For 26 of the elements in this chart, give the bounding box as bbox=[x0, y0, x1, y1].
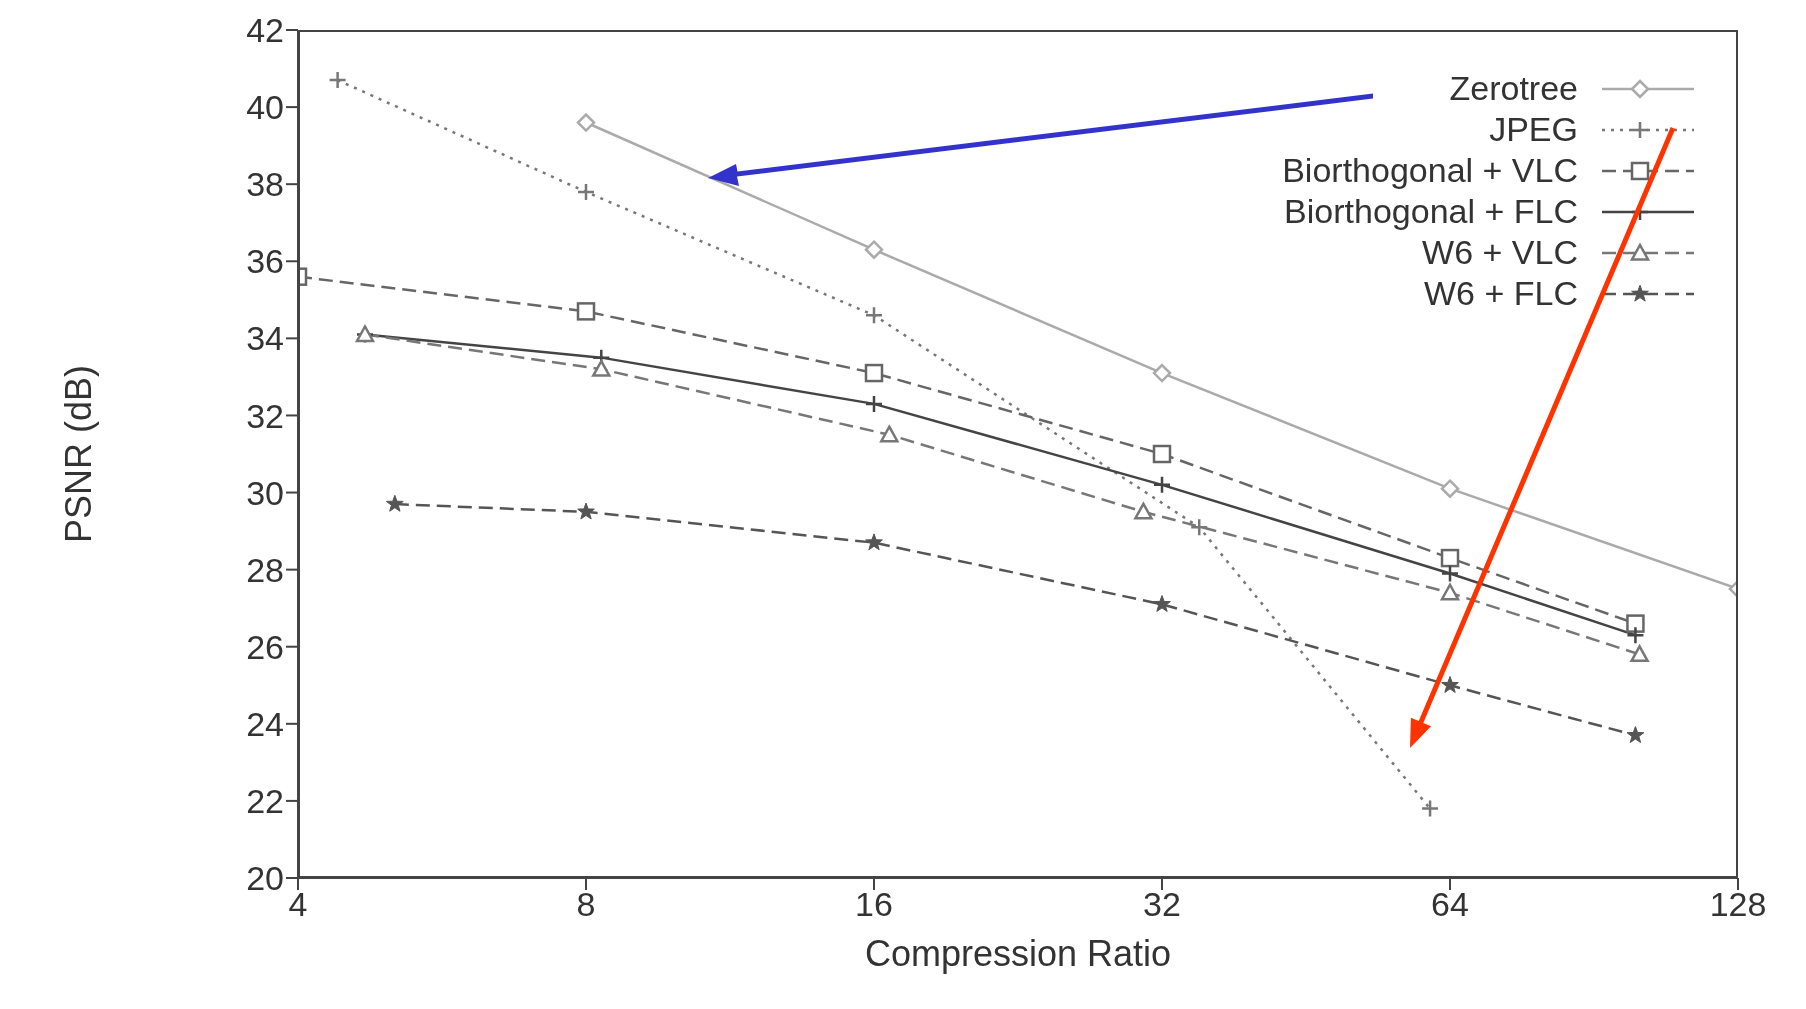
y-tick-label: 32 bbox=[246, 396, 284, 435]
y-tick-label: 28 bbox=[246, 550, 284, 589]
x-tick-label: 8 bbox=[576, 885, 596, 924]
y-tick-label: 36 bbox=[246, 242, 284, 281]
x-tick-label: 32 bbox=[1143, 885, 1181, 924]
y-tick-label: 40 bbox=[246, 88, 284, 127]
legend-label: JPEG bbox=[1489, 110, 1578, 149]
x-tick-label: 64 bbox=[1431, 885, 1469, 924]
y-tick-label: 22 bbox=[246, 781, 284, 820]
legend-label: Biorthogonal + FLC bbox=[1284, 192, 1578, 231]
legend-label: Biorthogonal + VLC bbox=[1282, 151, 1578, 190]
legend-label: W6 + FLC bbox=[1424, 274, 1578, 313]
y-tick-label: 26 bbox=[246, 627, 284, 666]
y-tick-label: 42 bbox=[246, 11, 284, 50]
x-tick-label: 128 bbox=[1709, 885, 1767, 924]
x-tick-label: 4 bbox=[288, 885, 308, 924]
legend-label: W6 + VLC bbox=[1422, 233, 1578, 272]
y-tick-label: 34 bbox=[246, 319, 284, 358]
legend-label: Zerotree bbox=[1449, 69, 1578, 108]
y-tick-label: 38 bbox=[246, 165, 284, 204]
y-axis-title: PSNR (dB) bbox=[57, 364, 99, 544]
x-axis-title: Compression Ratio bbox=[864, 933, 1172, 974]
x-tick-label: 16 bbox=[855, 885, 893, 924]
y-tick-label: 24 bbox=[246, 704, 284, 743]
y-tick-label: 30 bbox=[246, 473, 284, 512]
y-tick-label: 20 bbox=[246, 859, 284, 898]
